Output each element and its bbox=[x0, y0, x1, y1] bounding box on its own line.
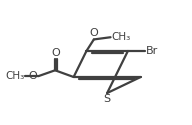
Text: O: O bbox=[52, 48, 60, 58]
Text: CH₃: CH₃ bbox=[5, 71, 24, 81]
Text: Br: Br bbox=[146, 46, 158, 56]
Text: S: S bbox=[103, 94, 111, 104]
Text: O: O bbox=[29, 71, 37, 81]
Text: CH₃: CH₃ bbox=[111, 32, 130, 42]
Text: O: O bbox=[89, 28, 98, 38]
